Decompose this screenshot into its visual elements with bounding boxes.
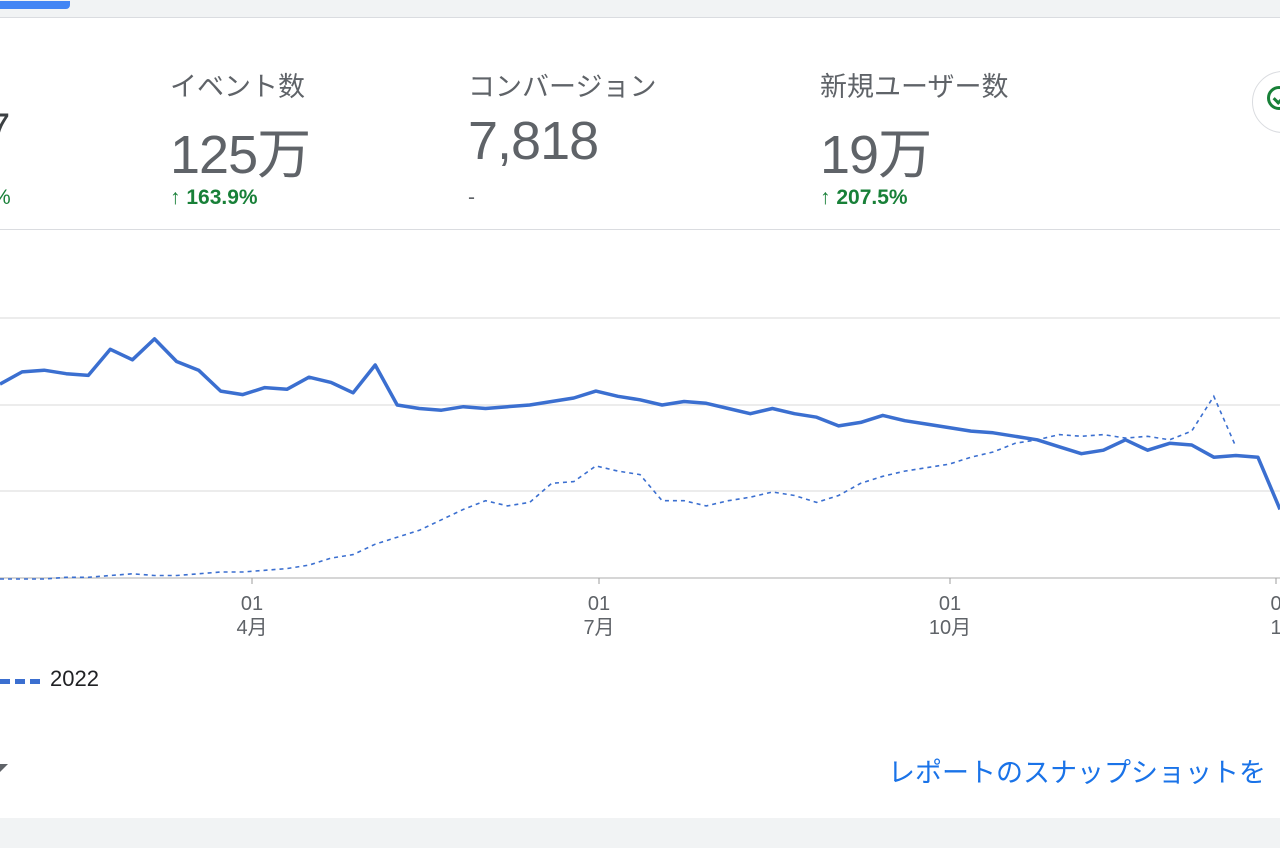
metrics-divider [0, 229, 1280, 230]
up-arrow-icon: ↑ [820, 186, 831, 209]
metric-change-value: 207.5% [836, 186, 908, 209]
series-line-2022 [0, 394, 1237, 580]
metric-change: - [468, 186, 475, 209]
metric-change: ↑ 163.9% [170, 186, 258, 210]
x-tick-month-label: 4月 [236, 617, 267, 639]
report-card: 7 % イベント数 125万 ↑ 163.9% コンバージョン 7,818 - … [0, 1, 1280, 819]
metric-change-value: 163.9% [186, 186, 258, 209]
x-tick-month-label: 7月 [583, 617, 614, 639]
x-tick-day-label: 01 [241, 593, 263, 615]
metric-value: 7,818 [468, 111, 599, 171]
up-arrow-icon: ↑ [170, 186, 181, 209]
check-circle-icon [1267, 86, 1280, 110]
x-tick-day-label: 01 [588, 593, 610, 615]
caret-down-icon[interactable] [0, 764, 8, 772]
partial-metric-value: 7 [0, 106, 10, 151]
selected-tab-indicator [0, 1, 70, 9]
metric-label: コンバージョン [468, 72, 657, 102]
page-background-strip [0, 818, 1280, 848]
series-line-current [0, 337, 1280, 511]
x-tick-day-label: 0 [1270, 593, 1280, 615]
metric-value: 19万 [820, 125, 932, 185]
legend-label: 2022 [50, 666, 99, 691]
report-snapshot-link[interactable]: レポートのスナップショットを [888, 758, 1266, 788]
partial-metric-change: % [0, 186, 11, 210]
x-tick-month-label: 1 [1270, 617, 1280, 639]
metric-value: 125万 [170, 125, 311, 185]
x-tick-day-label: 01 [939, 593, 961, 615]
x-tick-month-label: 10月 [929, 617, 971, 639]
metric-change: ↑ 207.5% [820, 186, 908, 210]
metric-label: 新規ユーザー数 [820, 72, 1009, 102]
metric-label: イベント数 [170, 72, 305, 102]
legend-dashed-swatch [0, 679, 40, 684]
